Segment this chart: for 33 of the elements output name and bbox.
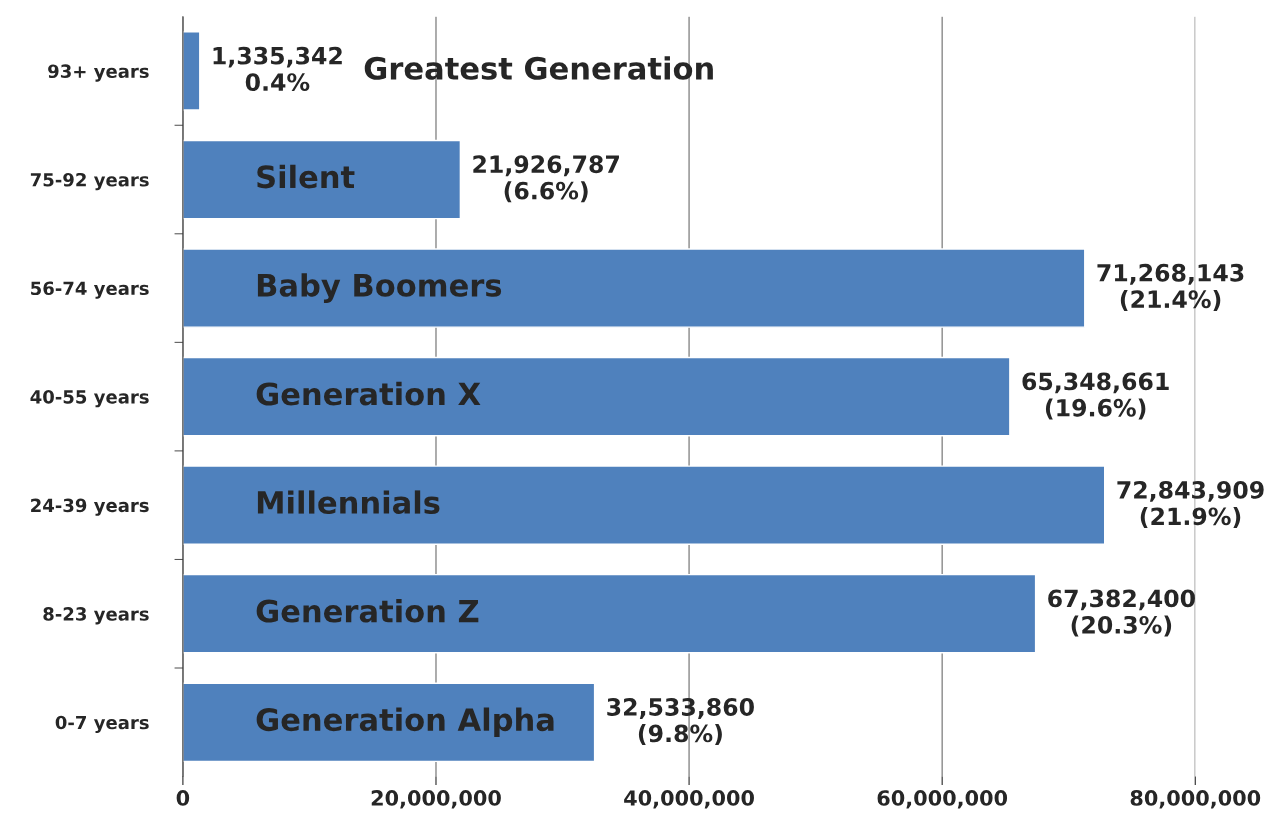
x-tick-label: 0 xyxy=(176,790,190,806)
y-tick-label: 24-39 years xyxy=(31,498,149,516)
bar xyxy=(182,248,1086,328)
y-tick-label: 40-55 years xyxy=(30,390,149,408)
bar xyxy=(182,31,201,111)
bar xyxy=(182,465,1106,545)
y-tick-label: 56-74 years xyxy=(31,281,149,299)
x-tick-label: 60,000,000 xyxy=(877,790,1008,809)
annotation: Generation X xyxy=(256,381,481,406)
data-label: 1,335,342 0.4% xyxy=(213,46,342,92)
bar xyxy=(182,573,1037,654)
bar xyxy=(182,682,596,763)
y-tick-label: 8-23 years xyxy=(43,607,149,625)
bar xyxy=(182,356,1011,437)
data-label: 65,348,661 (19.6%) xyxy=(1022,372,1169,420)
data-label: 72,843,909 (21.9%) xyxy=(1117,480,1264,529)
annotation: Silent xyxy=(257,164,355,189)
y-tick-label: 75-92 years xyxy=(30,172,149,191)
data-label: 71,268,143 (21.4%) xyxy=(1097,263,1244,311)
x-tick-label: 20,000,000 xyxy=(371,790,501,809)
y-tick-label: 0-7 years xyxy=(55,715,149,733)
annotation: Millennials xyxy=(257,490,440,515)
annotation: Generation Z xyxy=(256,598,479,623)
data-label: 67,382,400 (20.3%) xyxy=(1048,589,1195,637)
annotation: Greatest Generation xyxy=(364,56,713,80)
bar xyxy=(182,139,462,220)
x-tick-label: 80,000,000 xyxy=(1130,790,1261,809)
data-label: 32,533,860 (9.8%) xyxy=(607,698,754,746)
data-label: 21,926,787 (6.6%) xyxy=(473,155,619,203)
x-tick-label: 40,000,000 xyxy=(624,790,754,809)
annotation: Generation Alpha xyxy=(256,707,554,738)
y-tick-label: 93+ years xyxy=(48,64,149,82)
annotation: Baby Boomers xyxy=(257,273,502,303)
